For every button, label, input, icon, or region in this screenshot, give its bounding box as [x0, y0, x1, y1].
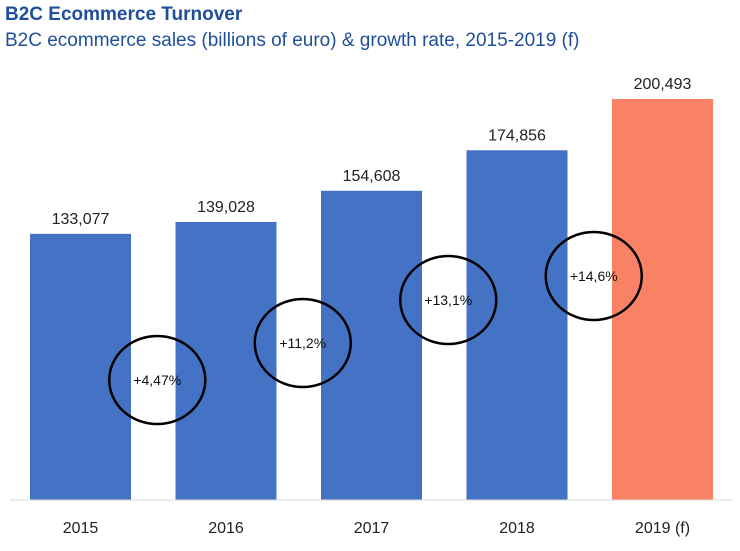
growth-rate-label: +14,6% — [570, 268, 618, 284]
x-tick-label: 2016 — [208, 520, 244, 537]
growth-rate-label: +11,2% — [279, 335, 326, 351]
x-tick-label: 2018 — [499, 520, 535, 537]
growth-circle — [544, 230, 643, 322]
value-label: 154,608 — [343, 168, 401, 185]
growth-rate-label: +4,47% — [133, 372, 181, 388]
value-label: 133,077 — [52, 211, 110, 228]
chart-title: B2C Ecommerce Turnover — [5, 4, 243, 25]
growth-rate-label: +13,1% — [424, 292, 472, 308]
bar-2015 — [30, 233, 131, 500]
growth-circle — [253, 297, 352, 389]
bar-2016 — [175, 221, 277, 500]
x-tick-label: 2017 — [354, 520, 390, 537]
growth-circle — [399, 254, 498, 346]
x-tick-label: 2015 — [63, 520, 99, 537]
value-label: 174,856 — [488, 127, 546, 144]
x-tick-label: 2019 (f) — [635, 520, 690, 537]
value-label: 139,028 — [197, 199, 255, 216]
value-label: 200,493 — [634, 76, 692, 93]
bar-2019f — [612, 99, 713, 500]
bar-2018 — [466, 150, 568, 500]
bar-2017 — [321, 190, 422, 500]
growth-circle — [108, 334, 207, 426]
chart-subtitle: B2C ecommerce sales (billions of euro) &… — [5, 30, 580, 51]
